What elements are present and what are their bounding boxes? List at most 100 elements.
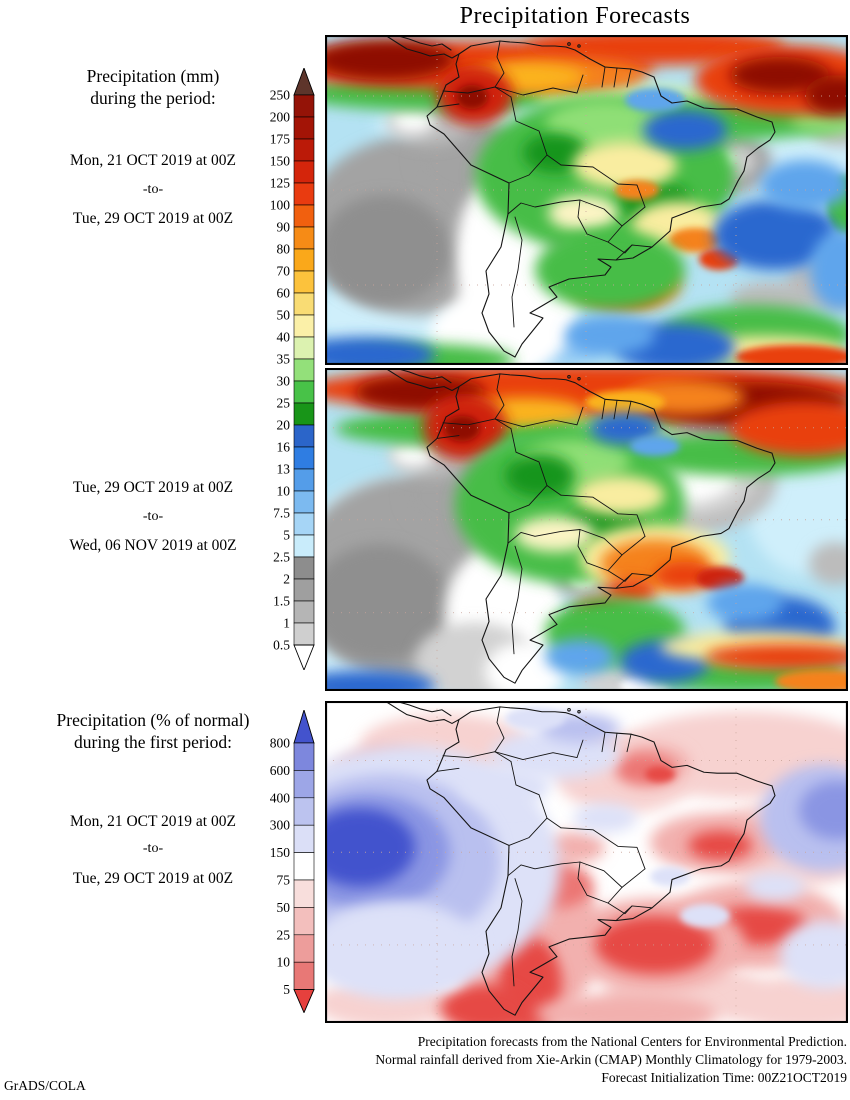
cbar-mm-svg: 2502001751501251009080706050403530252016… (270, 66, 315, 672)
precip-field (325, 368, 848, 691)
colorbar-segment (293, 578, 315, 602)
colorbar-tick-label: 50 (277, 900, 291, 915)
colorbar-segment (293, 512, 315, 536)
colorbar-tick-label: 90 (277, 220, 291, 235)
precip-field (325, 35, 848, 365)
colorbar-segment (293, 116, 315, 140)
colorbar-segment (293, 182, 315, 206)
colorbar-arrow-bottom (293, 989, 315, 1014)
colorbar-segment (293, 797, 315, 826)
figure-title: Precipitation Forecasts (459, 3, 691, 29)
colorbar-segment (293, 961, 315, 990)
colorbar-tick-label: 10 (277, 955, 291, 970)
colorbar-tick-label: 150 (270, 154, 291, 169)
pct-heading-line2: during the first period: (74, 731, 232, 752)
colorbar-segment (293, 934, 315, 963)
colorbar-segment (293, 852, 315, 881)
colorbar-segment (293, 292, 315, 316)
footer-credits: Precipitation forecasts from the Nationa… (375, 1033, 847, 1087)
colorbar-segment (293, 402, 315, 426)
colorbar-tick-label: 16 (277, 440, 291, 455)
colorbar-segment (293, 622, 315, 646)
colorbar-tick-label: 800 (270, 736, 291, 751)
colorbar-tick-label: 150 (270, 845, 291, 860)
map-frame (325, 368, 848, 691)
pct-heading-line1: Precipitation (% of normal) (56, 710, 250, 730)
colorbar-tick-label: 1.5 (273, 594, 290, 609)
precip-map-period2 (325, 368, 848, 691)
colorbar-tick-label: 5 (283, 982, 290, 997)
colorbar-tick-label: 25 (277, 396, 291, 411)
colorbar-tick-label: 10 (277, 484, 291, 499)
footer-line3: Forecast Initialization Time: 00Z21OCT20… (601, 1070, 847, 1085)
colorbar-segment (293, 556, 315, 580)
mm-heading-line1: Precipitation (mm) (86, 66, 220, 86)
colorbar-segment (293, 380, 315, 404)
colorbar-tick-label: 75 (277, 873, 291, 888)
colorbar-segment (293, 534, 315, 558)
footer-line1: Precipitation forecasts from the Nationa… (417, 1034, 847, 1049)
cbar-pct-svg: 800 600 400 300 150 75 50 25 10 5 (270, 708, 315, 1014)
period3-end: Tue, 29 OCT 2019 at 00Z (72, 870, 234, 887)
mm-heading-line2: during the period: (90, 87, 216, 108)
map-frame (325, 701, 848, 1023)
colorbar-arrow-top (293, 66, 315, 96)
colorbar-tick-label: 7.5 (273, 506, 290, 521)
pct-colorbar: 800 600 400 300 150 75 50 25 10 5 (255, 708, 317, 1018)
colorbar-tick-label: 13 (277, 462, 291, 477)
precip-map-period1 (325, 35, 848, 365)
colorbar-segment (293, 248, 315, 272)
colorbar-segment (293, 204, 315, 228)
colorbar-tick-label: 20 (277, 418, 291, 433)
colorbar-segment (293, 824, 315, 853)
period3-separator: -to- (142, 841, 164, 856)
colorbar-segment (293, 468, 315, 492)
colorbar-segment (293, 600, 315, 624)
colorbar-segment (293, 94, 315, 118)
colorbar-segment (293, 879, 315, 908)
colorbar-tick-label: 30 (277, 374, 291, 389)
colorbar-segment (293, 270, 315, 294)
colorbar-tick-label: 2.5 (273, 550, 290, 565)
colorbar-arrow-bottom (293, 644, 315, 672)
colorbar-tick-label: 400 (270, 790, 291, 805)
colorbar-tick-label: 175 (270, 132, 291, 147)
colorbar-segment (293, 336, 315, 360)
colorbar-tick-label: 1 (283, 616, 290, 631)
colorbar-tick-label: 5 (283, 528, 290, 543)
colorbar-tick-label: 50 (277, 308, 291, 323)
colorbar-tick-label: 70 (277, 264, 291, 279)
mm-colorbar: 250 200 175 150 125 100 90 80 70 60 50 40 35 30 25 20 16… (255, 66, 317, 675)
colorbar-tick-label: 100 (270, 198, 291, 213)
colorbar-tick-label: 250 (270, 88, 291, 103)
period2-separator: -to- (142, 509, 164, 524)
colorbar-segment (293, 138, 315, 162)
colorbar-arrow-top (293, 708, 315, 744)
pct-panel-heading: Precipitation (% of normal) during the f… (0, 710, 306, 753)
period1-end: Tue, 29 OCT 2019 at 00Z (72, 210, 234, 227)
colorbar-tick-label: 125 (270, 176, 291, 191)
colorbar-segment (293, 490, 315, 514)
map-frame (325, 35, 848, 365)
colorbar-tick-label: 35 (277, 352, 291, 367)
period2-end: Wed, 06 NOV 2019 at 00Z (69, 537, 237, 554)
colorbar-segment (293, 358, 315, 382)
colorbar-tick-label: 600 (270, 763, 291, 778)
colorbar-segment (293, 446, 315, 470)
colorbar-segment (293, 160, 315, 184)
colorbar-segment (293, 226, 315, 250)
colorbar-tick-label: 80 (277, 242, 291, 257)
grads-credit: GrADS/COLA (4, 1078, 86, 1093)
colorbar-segment (293, 770, 315, 799)
colorbar-segment (293, 742, 315, 771)
colorbar-segment (293, 907, 315, 936)
period2-start: Tue, 29 OCT 2019 at 00Z (72, 479, 234, 496)
colorbar-tick-label: 0.5 (273, 638, 290, 653)
colorbar-tick-label: 60 (277, 286, 291, 301)
period1-separator: -to- (142, 182, 164, 197)
colorbar-tick-label: 2 (283, 572, 290, 587)
colorbar-segment (293, 314, 315, 338)
precip-field (325, 706, 848, 1023)
period3-start: Mon, 21 OCT 2019 at 00Z (70, 813, 236, 830)
colorbar-tick-label: 25 (277, 927, 291, 942)
